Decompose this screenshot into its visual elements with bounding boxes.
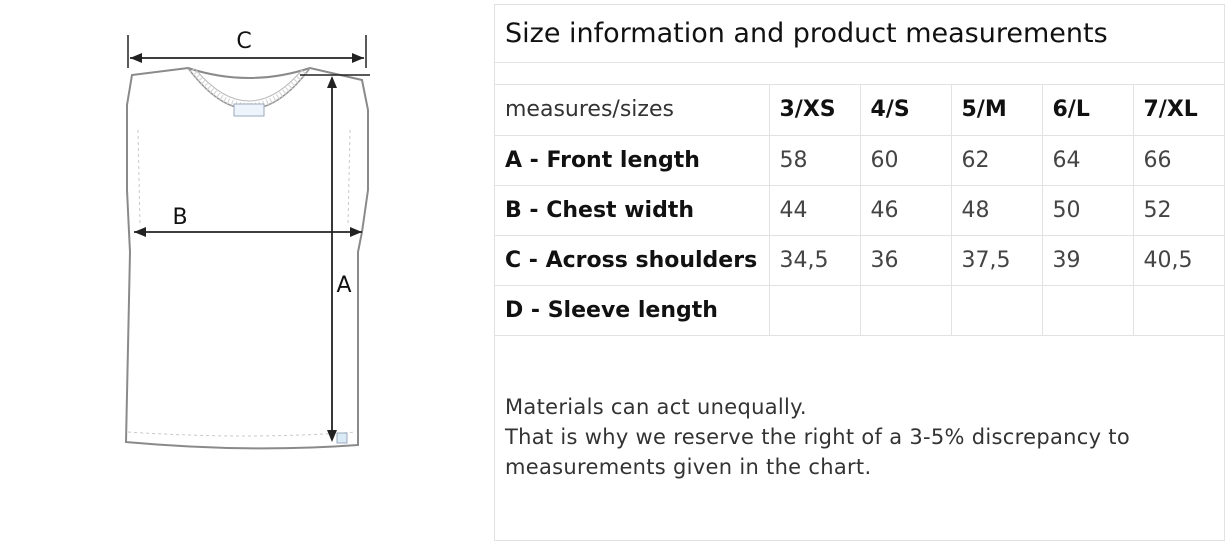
hem-label	[336, 432, 348, 444]
value-cell: 50	[1041, 185, 1133, 236]
value-cell: 44	[768, 185, 860, 236]
value-cell	[1041, 285, 1133, 336]
table-row: B - Chest width 44 46 48 50 52	[495, 185, 1224, 236]
row-label-cell: D - Sleeve length	[495, 285, 769, 336]
value-cell: 37,5	[950, 235, 1042, 286]
spacer-row	[495, 63, 1224, 85]
header-label-cell: measures/sizes	[495, 85, 769, 136]
value-cell	[859, 285, 951, 336]
size-header-cell: 6/L	[1041, 85, 1133, 136]
value-cell	[1132, 285, 1224, 336]
row-label-cell: B - Chest width	[495, 185, 769, 236]
row-label-cell: C - Across shoulders	[495, 235, 769, 286]
table-row: D - Sleeve length	[495, 285, 1224, 336]
note-line: Materials can act unequally.	[505, 394, 807, 419]
value-cell: 64	[1041, 135, 1133, 186]
stitch-left	[137, 129, 141, 226]
size-table: measures/sizes 3/XS 4/S 5/M 6/L 7/XL A -…	[495, 85, 1224, 336]
value-cell: 60	[859, 135, 951, 186]
value-cell: 40,5	[1132, 235, 1224, 286]
value-cell	[768, 285, 860, 336]
dimension-c-label: C	[236, 29, 251, 54]
garment-diagram: C B A	[100, 20, 400, 470]
size-info-panel: Size information and product measurement…	[494, 4, 1225, 541]
dimension-a-label: A	[336, 273, 351, 298]
size-header-cell: 4/S	[859, 85, 951, 136]
value-cell: 62	[950, 135, 1042, 186]
value-cell: 39	[1041, 235, 1133, 286]
disclaimer-note: Materials can act unequally. That is why…	[495, 336, 1224, 482]
size-header-cell: 5/M	[950, 85, 1042, 136]
size-header-cell: 7/XL	[1132, 85, 1224, 136]
neck-label	[233, 103, 265, 117]
tank-top-outline	[124, 66, 369, 450]
table-row: A - Front length 58 60 62 64 66	[495, 135, 1224, 186]
value-cell: 48	[950, 185, 1042, 236]
row-label-cell: A - Front length	[495, 135, 769, 186]
value-cell: 66	[1132, 135, 1224, 186]
dimension-b-label: B	[172, 205, 187, 230]
value-cell: 46	[859, 185, 951, 236]
value-cell: 52	[1132, 185, 1224, 236]
collar-inner	[195, 69, 303, 102]
value-cell	[950, 285, 1042, 336]
value-cell: 34,5	[768, 235, 860, 286]
stitch-right	[347, 129, 351, 226]
table-row: C - Across shoulders 34,5 36 37,5 39 40,…	[495, 235, 1224, 286]
value-cell: 58	[768, 135, 860, 186]
value-cell: 36	[859, 235, 951, 286]
size-header-cell: 3/XS	[768, 85, 860, 136]
table-header-row: measures/sizes 3/XS 4/S 5/M 6/L 7/XL	[495, 85, 1224, 136]
note-line: measurements given in the chart.	[505, 454, 872, 479]
panel-title: Size information and product measurement…	[495, 5, 1224, 63]
note-line: That is why we reserve the right of a 3-…	[505, 424, 1130, 449]
